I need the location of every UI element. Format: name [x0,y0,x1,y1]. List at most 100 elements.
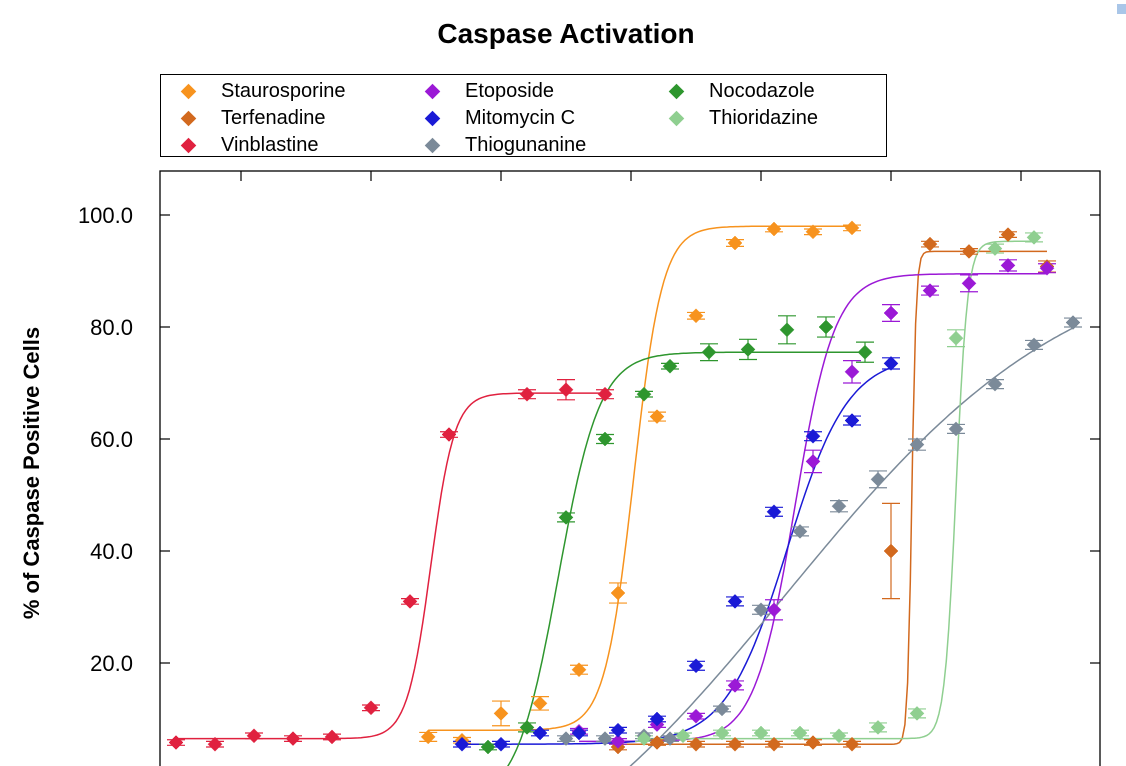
point-nocodazole-5 [662,358,678,374]
point-etoposide-4 [727,678,743,693]
point-staurosporine-7 [688,308,704,324]
legend-item-staurosporine: Staurosporine [180,79,346,103]
point-mitomycin-c-6 [688,658,704,674]
curve-thiogunanine [629,327,1074,766]
point-mitomycin-c-1 [493,736,509,752]
point-mitomycin-c-10 [844,413,860,428]
point-staurosporine-4 [571,662,587,678]
point-etoposide-6 [805,454,821,469]
point-etoposide-3 [688,708,704,724]
point-terfenadine-5 [805,735,821,750]
point-terfenadine-9 [961,244,977,259]
point-thioridazine-7 [909,706,925,721]
legend-label-mitomycin-c: Mitomycin C [465,106,576,129]
point-vinblastine-3 [285,731,301,746]
point-thiogunanine-5 [753,602,769,618]
point-vinblastine-10 [597,386,613,402]
point-vinblastine-1 [207,736,223,752]
point-vinblastine-0 [168,735,184,750]
y-tick-label-0: 0.0 [102,763,133,766]
point-staurosporine-10 [805,224,821,240]
x-axis-ticks [240,171,1022,181]
curve-vinblastine [176,392,605,740]
y-tick-label-1: 20.0 [90,651,133,676]
curve-terfenadine [618,250,1047,745]
point-nocodazole-8 [779,322,795,338]
point-mitomycin-c-3 [571,725,587,741]
point-vinblastine-2 [246,728,262,744]
point-terfenadine-3 [727,736,743,752]
point-etoposide-11 [1000,258,1016,273]
point-thiogunanine-6 [792,524,808,539]
fit-curves [176,225,1074,766]
point-terfenadine-6 [844,736,860,752]
legend-label-nocodazole: Nocodazole [709,79,815,102]
y-tick-label-2: 40.0 [90,539,133,564]
point-staurosporine-5 [610,585,626,601]
point-vinblastine-4 [324,729,340,745]
point-terfenadine-10 [1000,227,1016,242]
point-thiogunanine-1 [597,731,613,746]
point-thiogunanine-7 [831,498,847,514]
point-nocodazole-2 [558,510,574,525]
point-mitomycin-c-2 [532,725,548,741]
point-thioridazine-9 [987,241,1003,256]
y-tick-label-3: 60.0 [90,427,133,452]
point-staurosporine-2 [493,706,509,721]
y-tick-label-5: 100.0 [78,203,133,228]
point-staurosporine-11 [844,220,860,236]
point-etoposide-7 [844,364,860,380]
point-vinblastine-6 [402,594,418,609]
point-nocodazole-3 [597,431,613,447]
point-thiogunanine-3 [662,731,678,746]
legend-item-terfenadine: Terfenadine [180,106,326,130]
legend-label-vinblastine: Vinblastine [221,133,319,156]
point-etoposide-9 [922,283,938,298]
point-terfenadine-7 [883,543,899,559]
y-axis-ticks: 0.0 20.0 40.0 60.0 80.0 100.0 [78,203,1100,766]
point-staurosporine-0 [420,729,436,745]
point-mitomycin-c-11 [883,356,899,371]
plot-frame [159,170,1101,766]
point-thioridazine-2 [714,725,730,741]
point-vinblastine-8 [519,386,535,402]
legend-item-thioridazine: Thioridazine [668,106,818,130]
point-etoposide-10 [961,275,977,291]
point-mitomycin-c-7 [727,594,743,609]
point-etoposide-1 [610,734,626,749]
point-thioridazine-4 [792,725,808,741]
point-terfenadine-1 [649,735,665,750]
point-mitomycin-c-8 [766,504,782,520]
point-thioridazine-5 [831,728,847,744]
point-etoposide-12 [1039,260,1055,276]
point-thiogunanine-13 [1065,315,1081,330]
point-thiogunanine-8 [870,471,886,487]
legend-label-thioridazine: Thioridazine [709,106,818,129]
point-mitomycin-c-5 [649,711,665,727]
legend-label-staurosporine: Staurosporine [221,79,346,102]
point-thioridazine-0 [636,731,652,746]
legend-item-thioguanine: Thiogunanine [424,133,587,157]
point-thiogunanine-11 [987,376,1003,392]
point-vinblastine-5 [363,700,379,716]
curve-etoposide [579,273,1047,743]
point-vinblastine-7 [441,427,457,442]
point-nocodazole-6 [701,344,717,360]
point-terfenadine-4 [766,736,782,752]
data-points [168,220,1081,755]
point-nocodazole-4 [636,386,652,402]
corner-marker [1117,4,1126,14]
legend-item-nocodazole: Nocodazole [668,79,815,103]
legend-item-mitomycin-c: Mitomycin C [424,106,576,130]
point-terfenadine-2 [688,736,704,752]
point-thioridazine-6 [870,720,886,735]
point-thiogunanine-4 [714,701,730,717]
point-thioridazine-1 [675,728,691,744]
point-mitomycin-c-9 [805,428,821,444]
legend-item-vinblastine: Vinblastine [180,133,319,157]
legend-item-etoposide: Etoposide [424,79,554,103]
point-vinblastine-9 [558,382,574,398]
point-thiogunanine-10 [948,421,964,437]
legend-label-thioguanine: Thiogunanine [465,133,587,156]
